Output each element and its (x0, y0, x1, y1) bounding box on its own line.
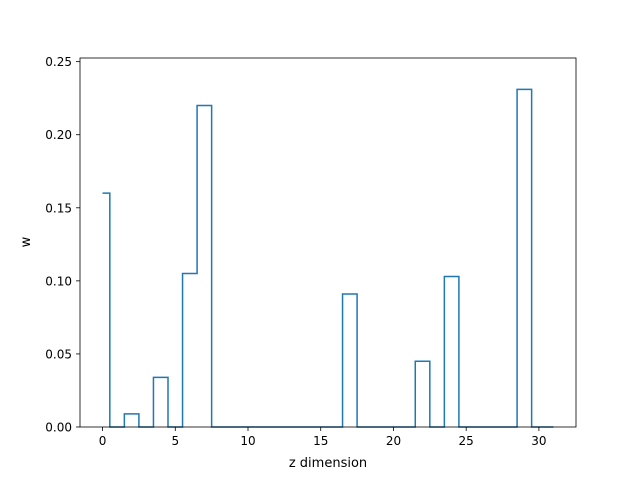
x-tick-label: 5 (171, 434, 179, 448)
plot-frame (79, 57, 577, 428)
y-tick-label: 0.05 (45, 347, 72, 361)
y-tick-label: 0.00 (45, 421, 72, 435)
x-tick-label: 30 (531, 434, 546, 448)
x-tick-label: 0 (99, 434, 107, 448)
y-tick-label: 0.20 (45, 128, 72, 142)
x-tick-label: 10 (240, 434, 255, 448)
x-tick-label: 20 (386, 434, 401, 448)
x-axis-label: z dimension (289, 456, 367, 471)
x-tick-label: 25 (459, 434, 474, 448)
x-tick-label: 15 (313, 434, 328, 448)
y-tick-label: 0.15 (45, 201, 72, 215)
y-tick-label: 0.10 (45, 274, 72, 288)
y-tick-label: 0.25 (45, 55, 72, 69)
plot-background (80, 58, 576, 427)
x-axis-ticks: 0 5 10 15 20 25 30 (99, 427, 547, 448)
y-axis-ticks: 0.00 0.05 0.10 0.15 0.20 0.25 (45, 55, 80, 435)
y-axis-label: w (19, 236, 34, 247)
